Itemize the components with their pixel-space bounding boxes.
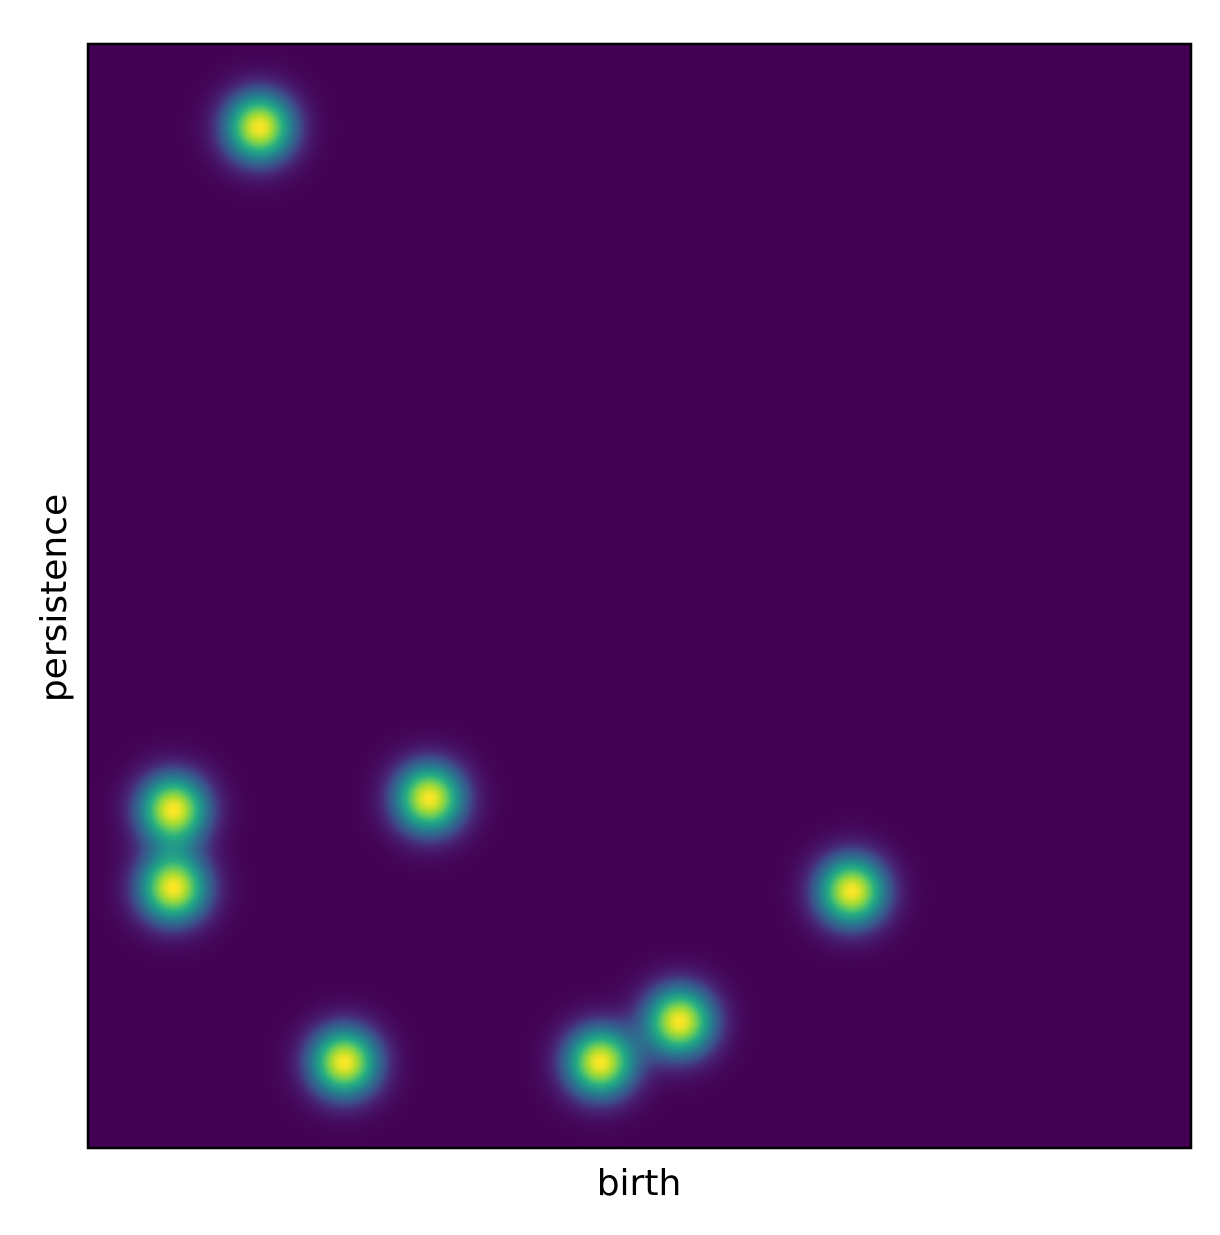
- plot-frame: [86, 42, 1193, 1150]
- heatmap-canvas: [88, 44, 1191, 1148]
- x-axis-label: birth: [597, 1163, 682, 1204]
- y-axis-label: persistence: [34, 494, 75, 702]
- heatmap-area: [88, 44, 1191, 1148]
